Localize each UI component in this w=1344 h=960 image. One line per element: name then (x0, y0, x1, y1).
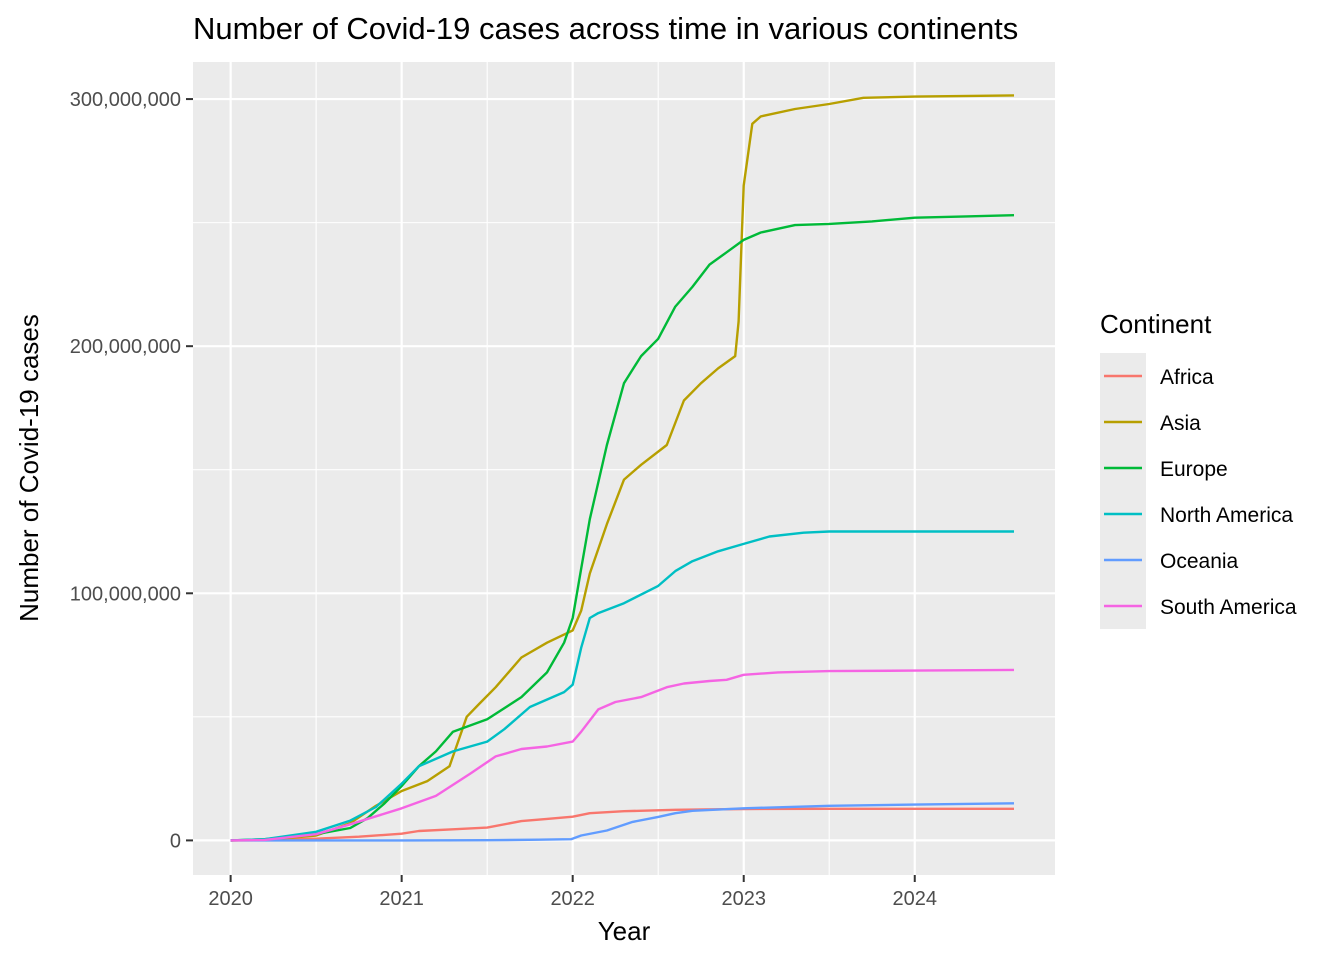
y-axis: 0 100,000,000 200,000,000 300,000,000 (70, 89, 193, 852)
y-tick-label: 300,000,000 (70, 89, 181, 111)
legend-label-south-america: South America (1160, 596, 1297, 619)
series-line-north-america (230, 530, 1014, 842)
x-tick-label: 2023 (721, 888, 766, 910)
series-line-europe (230, 214, 1015, 842)
legend-label-asia: Asia (1160, 412, 1201, 435)
series-lines (230, 94, 1015, 842)
legend-label-europe: Europe (1160, 458, 1228, 481)
legend-label-oceania: Oceania (1160, 550, 1239, 573)
minor-gridlines (193, 62, 1055, 875)
y-tick-label: 0 (170, 830, 181, 852)
legend-title: Continent (1100, 309, 1212, 339)
legend-key-background (1100, 353, 1146, 629)
plot-panel (193, 62, 1055, 875)
x-tick-label: 2021 (379, 888, 424, 910)
y-axis-title: Number of Covid-19 cases (14, 314, 44, 622)
series-line-south-america (230, 668, 1015, 842)
x-tick-label: 2022 (550, 888, 595, 910)
x-axis: 2020 2021 2022 2023 2024 (208, 875, 937, 910)
x-tick-label: 2024 (893, 888, 938, 910)
y-tick-label: 200,000,000 (70, 336, 181, 358)
chart-title: Number of Covid-19 cases across time in … (193, 11, 1018, 46)
x-axis-title: Year (598, 916, 651, 946)
y-tick-label: 100,000,000 (70, 583, 181, 605)
x-tick-label: 2020 (208, 888, 253, 910)
series-line-asia (230, 94, 1015, 842)
legend-label-north-america: North America (1160, 504, 1293, 527)
legend-label-africa: Africa (1160, 366, 1214, 389)
legend: Africa Asia Europe North America Oceania Sout… (1104, 366, 1297, 619)
series-line-oceania (230, 802, 1015, 842)
